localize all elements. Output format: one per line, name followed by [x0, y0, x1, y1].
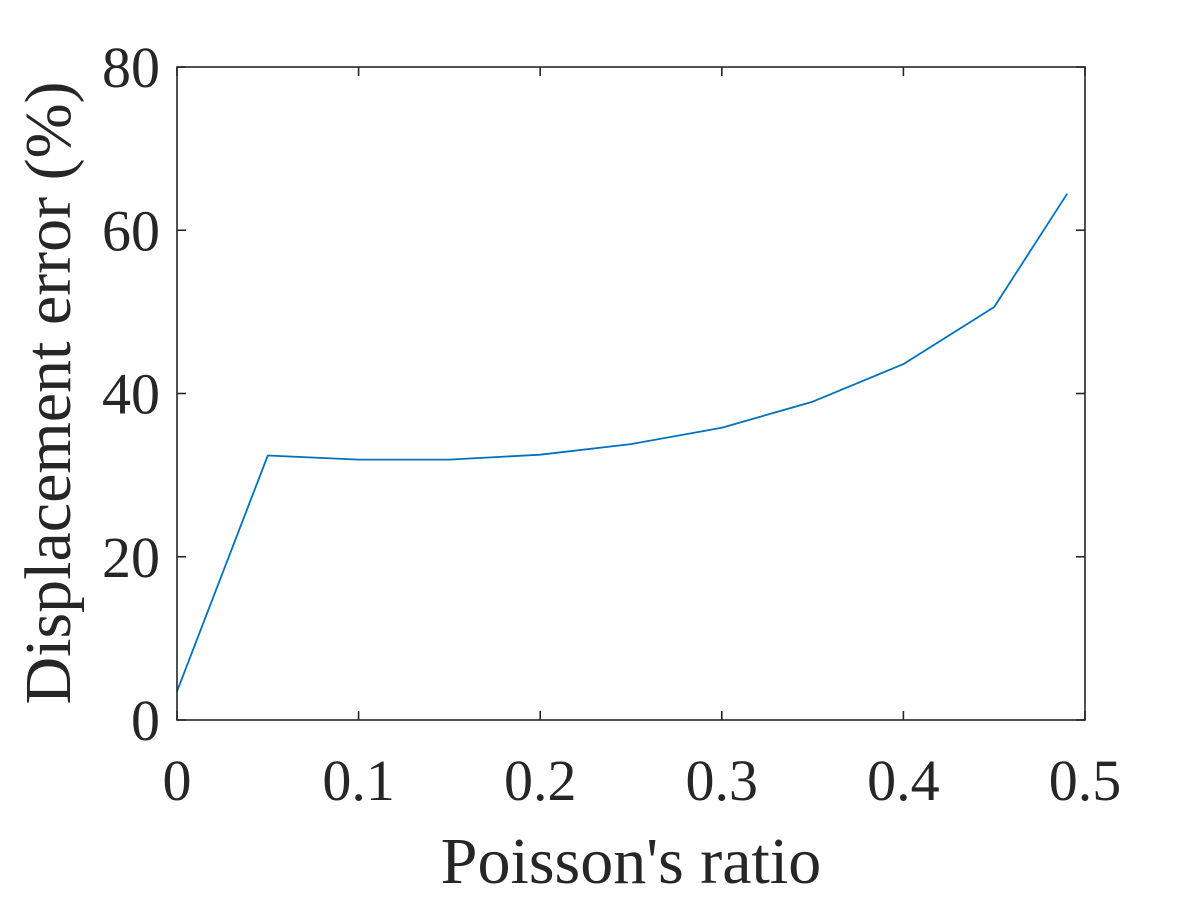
- y-tick-label: 60: [102, 198, 160, 263]
- labels-layer: 0 0.1 0.2 0.3 0.4 0.5 0 20 40 60 80: [102, 35, 1121, 813]
- plot-frame: [176, 66, 1086, 721]
- series-line: [176, 193, 1068, 693]
- series-layer: [176, 193, 1068, 693]
- y-tick-label: 80: [102, 35, 160, 100]
- ticks-layer: [176, 66, 1086, 721]
- y-tick-label: 40: [102, 362, 160, 427]
- x-tick-label: 0.2: [504, 748, 577, 813]
- y-tick-label: 20: [102, 525, 160, 590]
- x-tick-label: 0.3: [686, 748, 759, 813]
- x-tick-label: 0.5: [1049, 748, 1122, 813]
- x-tick-label: 0.1: [322, 748, 395, 813]
- y-axis-title: Displacement error (%): [12, 81, 85, 704]
- y-tick-label: 0: [131, 688, 160, 753]
- x-tick-label: 0: [163, 748, 192, 813]
- x-tick-label: 0.4: [867, 748, 940, 813]
- x-axis-title: Poisson's ratio: [441, 825, 821, 898]
